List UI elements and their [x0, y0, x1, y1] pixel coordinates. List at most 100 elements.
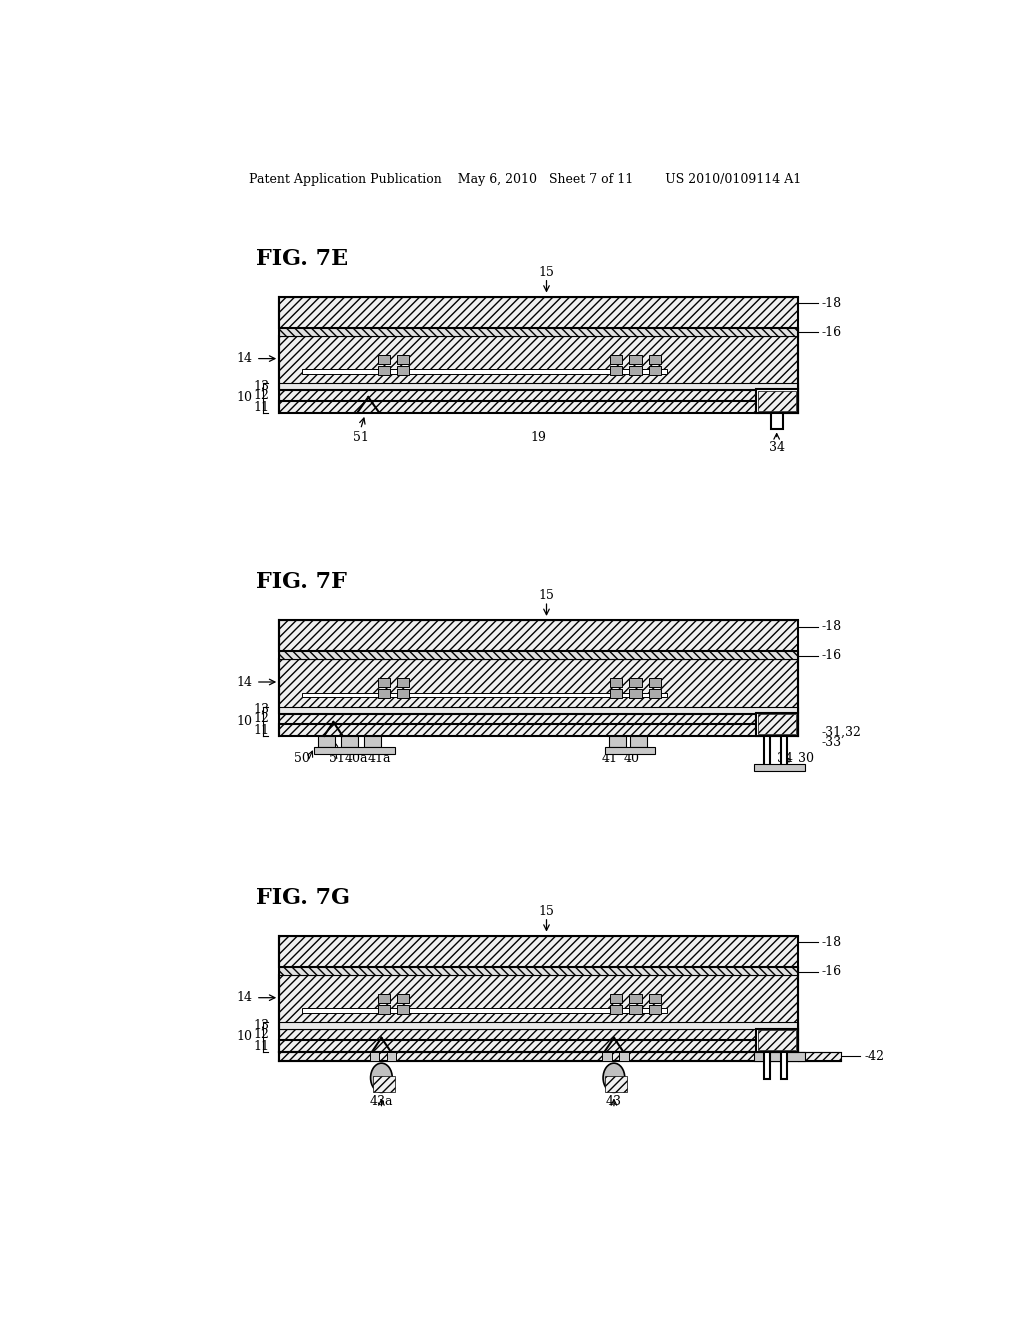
Bar	[799, 1052, 841, 1061]
Bar	[756, 713, 799, 737]
Text: 40a: 40a	[345, 752, 369, 766]
Bar	[280, 714, 799, 725]
Bar	[314, 747, 395, 754]
Bar	[341, 737, 358, 747]
Ellipse shape	[371, 1063, 392, 1093]
Bar	[397, 689, 410, 698]
Text: -16: -16	[821, 649, 842, 663]
Text: -18: -18	[821, 297, 842, 310]
Bar	[610, 355, 623, 364]
Text: 19: 19	[530, 430, 547, 444]
Bar	[280, 725, 799, 737]
Bar	[280, 620, 799, 651]
Bar	[378, 689, 390, 698]
Text: 50: 50	[295, 752, 310, 766]
Bar	[630, 994, 642, 1003]
Text: -16: -16	[821, 326, 842, 339]
Bar	[610, 689, 623, 698]
Bar	[373, 1076, 394, 1092]
Bar	[302, 693, 667, 697]
Text: 12: 12	[253, 389, 269, 403]
Bar	[610, 678, 623, 688]
Text: -18: -18	[821, 620, 842, 634]
Text: 11: 11	[253, 400, 269, 413]
Text: 10: 10	[236, 714, 252, 727]
Bar	[280, 966, 799, 974]
Text: -16: -16	[821, 965, 842, 978]
Bar	[649, 355, 662, 364]
Text: 11: 11	[253, 723, 269, 737]
Text: 41a: 41a	[368, 752, 391, 766]
Bar	[630, 1005, 642, 1014]
Text: 34: 34	[777, 752, 794, 766]
Bar	[280, 1052, 799, 1061]
Bar	[610, 994, 623, 1003]
Text: 10: 10	[236, 391, 252, 404]
Text: 40: 40	[624, 752, 640, 766]
Text: FIG. 7F: FIG. 7F	[256, 572, 347, 593]
Bar	[280, 391, 799, 401]
Bar	[764, 737, 770, 767]
Text: 43a: 43a	[370, 1096, 393, 1109]
Bar	[280, 401, 799, 412]
Bar	[370, 1052, 379, 1061]
Bar	[649, 366, 662, 375]
Text: Patent Application Publication    May 6, 2010   Sheet 7 of 11        US 2010/010: Patent Application Publication May 6, 20…	[249, 173, 801, 186]
Text: 14: 14	[236, 676, 252, 689]
Bar	[378, 1005, 390, 1014]
Ellipse shape	[603, 1063, 625, 1093]
Bar	[365, 737, 381, 747]
Bar	[649, 678, 662, 688]
Text: FIG. 7G: FIG. 7G	[256, 887, 350, 908]
Text: 15: 15	[539, 265, 554, 279]
Text: 11: 11	[253, 1040, 269, 1053]
Text: 13: 13	[253, 1019, 269, 1032]
Bar	[604, 747, 655, 754]
Bar	[756, 1028, 799, 1052]
Text: 30: 30	[798, 752, 814, 766]
Bar	[758, 714, 796, 734]
Bar	[771, 412, 783, 429]
Bar	[280, 936, 799, 966]
Bar	[280, 383, 799, 389]
Bar	[780, 1052, 786, 1078]
Text: -18: -18	[821, 936, 842, 949]
Text: 12: 12	[253, 713, 269, 726]
Bar	[630, 678, 642, 688]
Bar	[280, 335, 799, 389]
Text: 15: 15	[539, 589, 554, 602]
Bar	[630, 689, 642, 698]
Text: 14: 14	[236, 352, 252, 366]
Bar	[387, 1052, 396, 1061]
Bar	[610, 1005, 623, 1014]
Bar	[397, 994, 410, 1003]
Bar	[302, 1008, 667, 1014]
Bar	[397, 1005, 410, 1014]
Bar	[378, 366, 390, 375]
Bar	[602, 1052, 611, 1061]
Text: 13: 13	[253, 704, 269, 717]
Text: -33: -33	[821, 735, 842, 748]
Bar	[649, 1005, 662, 1014]
Bar	[378, 355, 390, 364]
Text: 51: 51	[330, 752, 345, 766]
Bar	[280, 297, 799, 327]
Bar	[780, 737, 786, 767]
Text: 13: 13	[253, 380, 269, 393]
Bar	[397, 678, 410, 688]
Text: -42: -42	[864, 1049, 885, 1063]
Bar	[280, 706, 799, 713]
Bar	[317, 737, 335, 747]
Text: 12: 12	[253, 1028, 269, 1041]
Bar	[755, 1052, 805, 1061]
Text: 14: 14	[236, 991, 252, 1005]
Bar	[630, 355, 642, 364]
Bar	[280, 974, 799, 1028]
Bar	[605, 1076, 627, 1092]
Bar	[630, 737, 647, 747]
Bar	[630, 366, 642, 375]
Text: FIG. 7E: FIG. 7E	[256, 248, 348, 269]
Text: -31,32: -31,32	[821, 726, 861, 739]
Bar	[649, 994, 662, 1003]
Bar	[755, 764, 805, 771]
